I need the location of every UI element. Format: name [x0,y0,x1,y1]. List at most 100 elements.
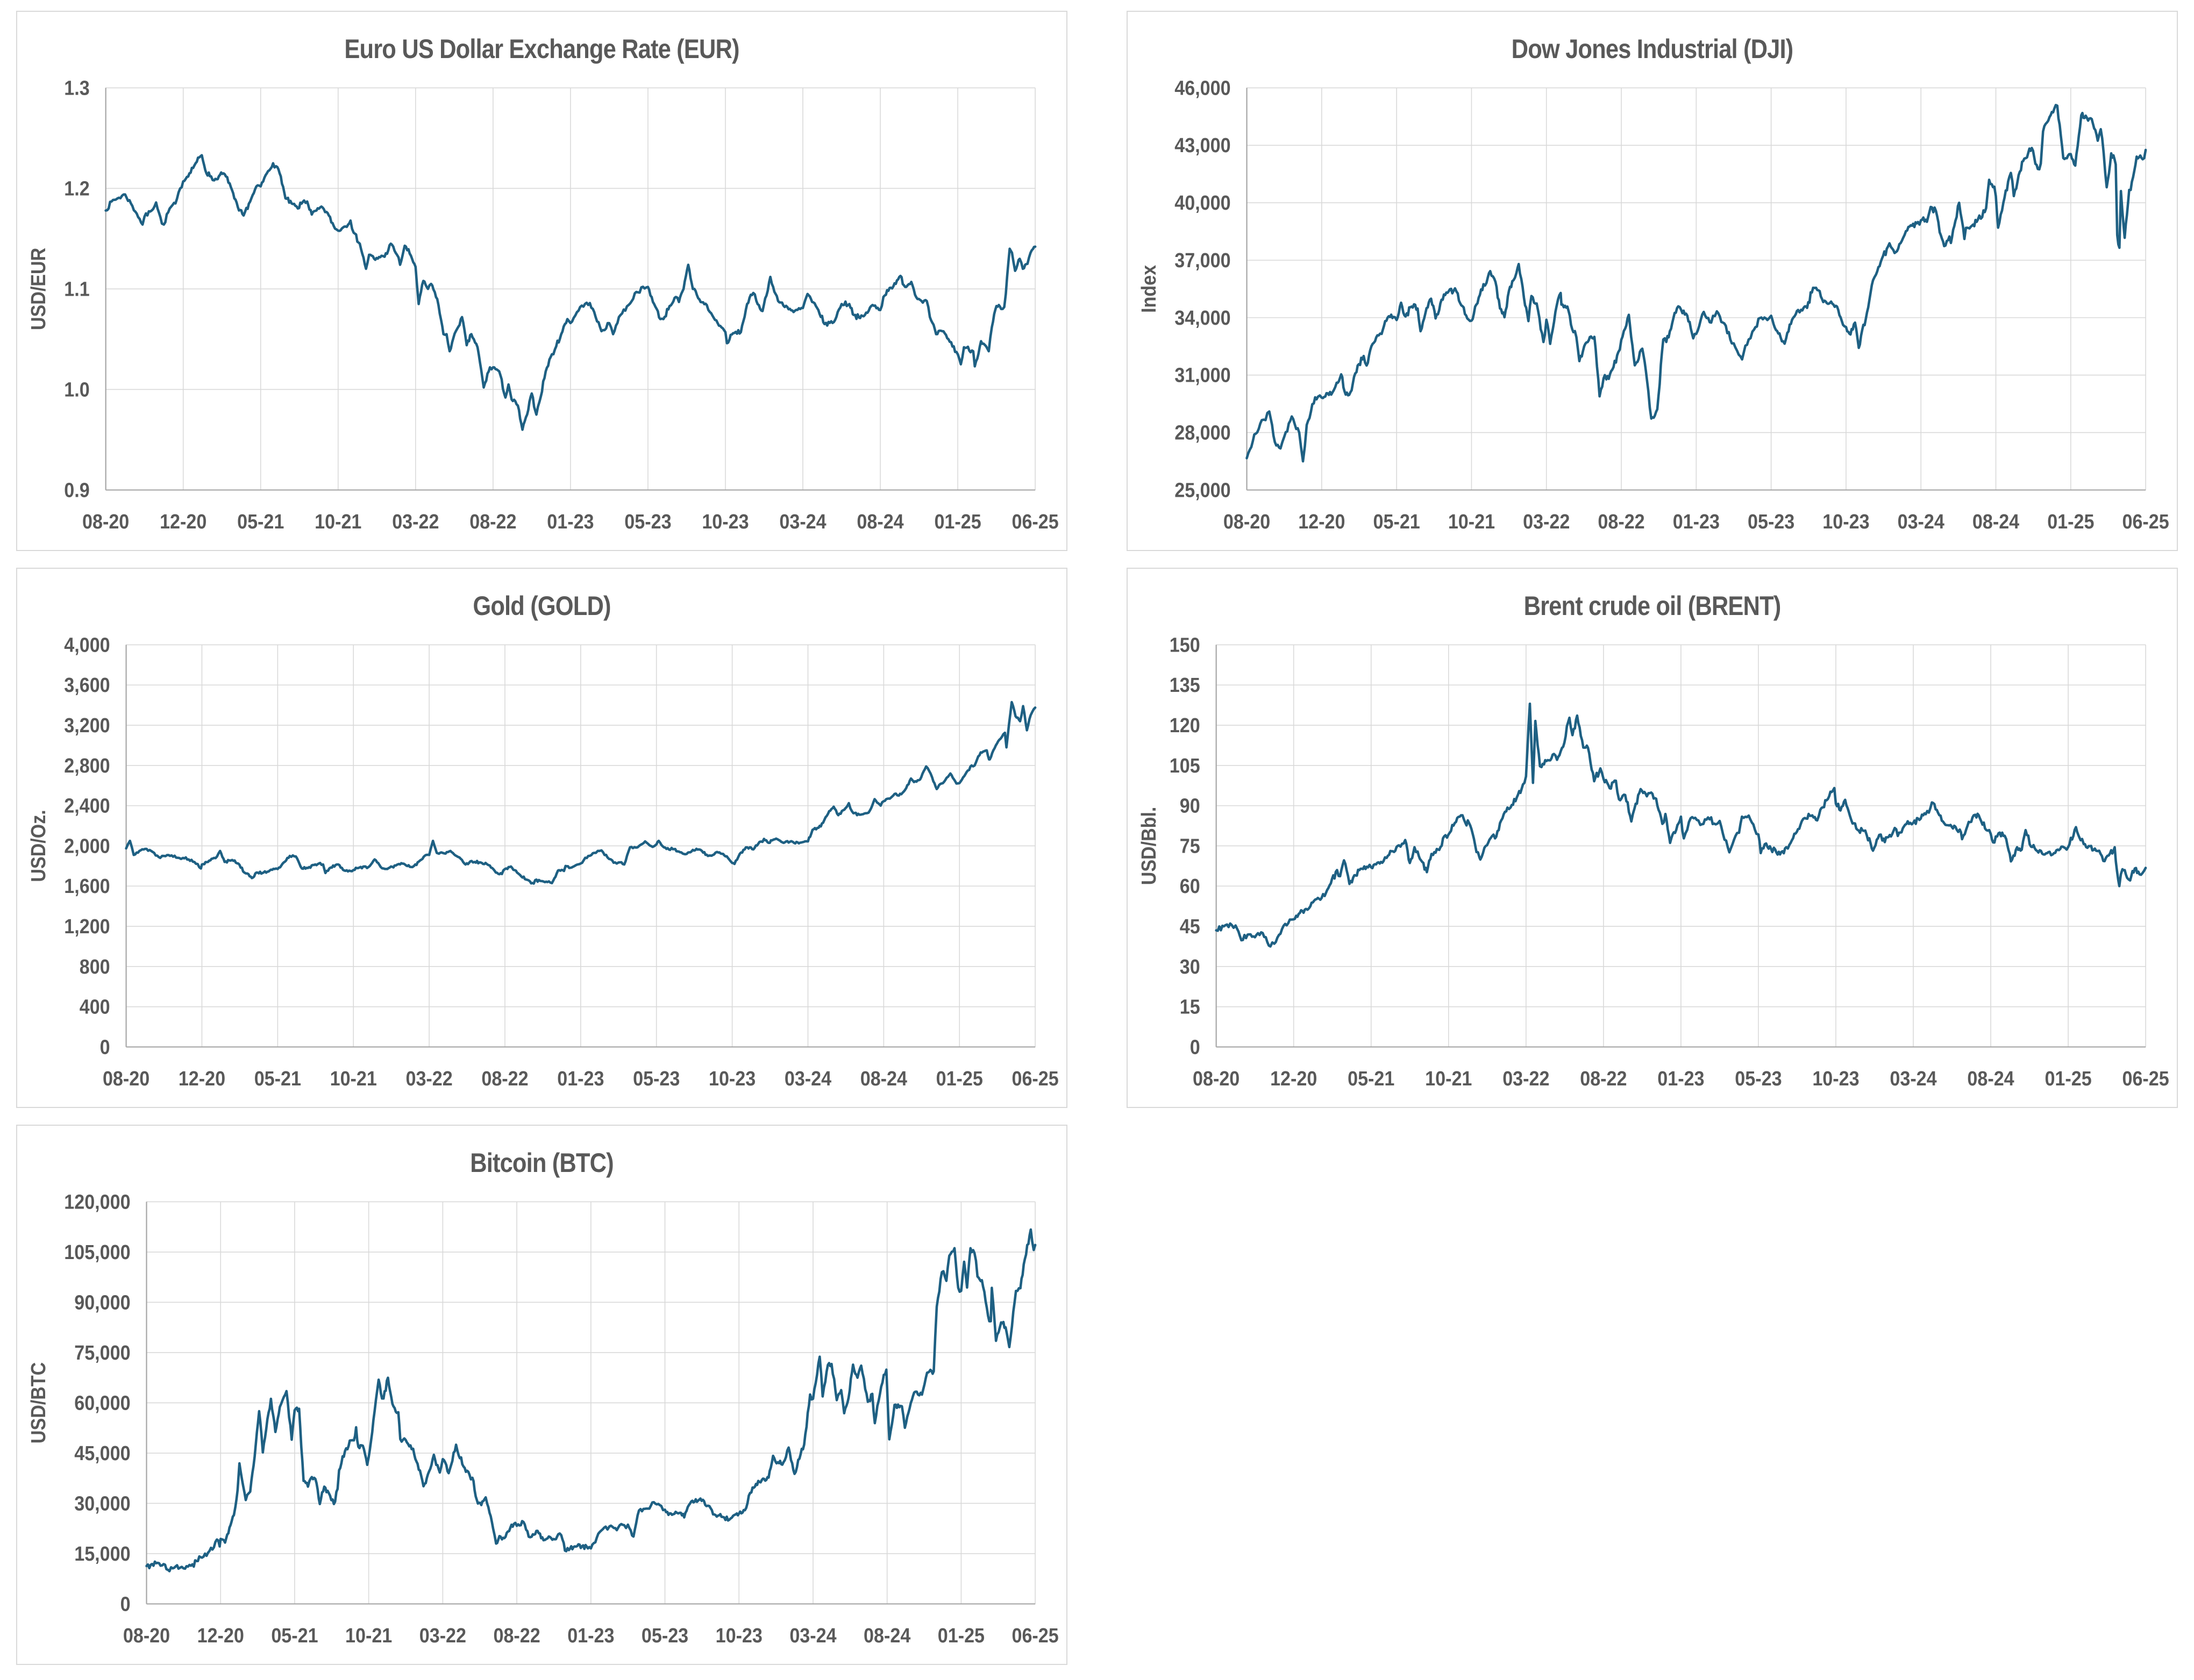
y-tick-label: 105,000 [64,1240,130,1263]
x-tick-label: 01-23 [557,1067,604,1090]
chart-plot-area-btc: 0 15,000 30,000 45,000 60,000 75,000 90,000 105… [17,1126,1066,1664]
x-tick-label: 05-21 [1373,510,1420,533]
gridlines [105,87,1036,491]
y-tick-label: 800 [80,955,110,978]
x-tick-label: 10-21 [315,510,361,533]
y-axis-title: USD/Bbl. [1137,807,1160,885]
x-tick-label: 10-21 [1448,510,1495,533]
x-tick-label: 08-22 [1598,510,1644,533]
x-tick-label: 01-23 [567,1624,614,1647]
y-tick-label: 0 [120,1592,131,1615]
y-axis-title: Index [1137,265,1160,313]
x-tick-label: 05-21 [1348,1067,1394,1090]
x-tick-label: 03-22 [405,1067,452,1090]
x-tick-label: 01-23 [547,510,594,533]
gridlines [125,644,1036,1048]
y-tick-label: 1,200 [64,914,110,938]
x-tick-label: 05-23 [633,1067,680,1090]
y-axis-title: USD/Oz. [26,810,49,882]
x-tick-label: 03-24 [779,510,826,533]
y-tick-label: 120,000 [64,1190,130,1213]
x-tick-label: 08-24 [1972,510,2019,533]
x-tick-label: 12-20 [197,1624,244,1647]
chart-plot-area-eur: 0.9 1.0 1.1 1.2 1.3 08-20 12-20 05-21 10-21 03-22… [17,12,1066,550]
x-tick-label: 08-22 [1580,1067,1627,1090]
chart-panel-btc: Bitcoin (BTC) 0 15,000 30,000 45,000 60,000 7… [16,1125,1067,1665]
x-tick-label: 01-25 [2047,510,2094,533]
x-tick-label: 06-25 [1011,510,1058,533]
chart-plot-area-dji: 25,000 28,000 31,000 34,000 37,000 40,000 43,0… [1128,12,2177,550]
x-tick-label: 01-23 [1657,1067,1704,1090]
y-tick-label: 46,000 [1174,76,1230,99]
gridlines [146,1201,1036,1605]
y-tick-label: 1.3 [64,76,89,99]
x-tick-label: 05-21 [237,510,284,533]
x-tick-label: 05-23 [624,510,671,533]
y-tick-label: 30 [1180,955,1200,978]
x-tick-label: 01-23 [1673,510,1720,533]
x-tick-label: 06-25 [1011,1067,1058,1090]
y-tick-label: 30,000 [74,1492,130,1515]
y-tick-label: 45 [1180,914,1200,938]
x-tick-label: 08-24 [860,1067,907,1090]
chart-svg: 0 400 800 1,200 1,600 2,000 2,400 2,800 3,200 3,6… [26,633,1059,1090]
y-axis-title: USD/EUR [26,248,49,330]
x-tick-label: 03-24 [789,1624,836,1647]
x-tick-label: 03-24 [1898,510,1944,533]
x-tick-label: 03-24 [1890,1067,1936,1090]
x-tick-label: 08-20 [123,1624,170,1647]
y-tick-label: 60,000 [74,1391,130,1414]
x-tick-label: 03-22 [392,510,439,533]
chart-title: Bitcoin (BTC) [470,1148,614,1178]
y-tick-label: 1.2 [64,177,89,200]
chart-title: Dow Jones Industrial (DJI) [1511,34,1793,64]
y-tick-label: 75 [1180,834,1200,857]
series-line [145,1228,1037,1572]
gridlines [1215,644,2146,1048]
x-tick-label: 08-20 [103,1067,149,1090]
y-tick-label: 15,000 [74,1542,130,1565]
x-tick-label: 10-23 [1812,1067,1859,1090]
y-tick-label: 31,000 [1174,363,1230,387]
x-tick-label: 03-22 [1523,510,1570,533]
chart-panel-eur: Euro US Dollar Exchange Rate (EUR) 0.9 1.… [16,11,1067,551]
chart-panel-dji: Dow Jones Industrial (DJI) 25,000 28,000 3… [1127,11,2178,551]
x-tick-label: 10-21 [345,1624,392,1647]
chart-svg: 0.9 1.0 1.1 1.2 1.3 08-20 12-20 05-21 10-21 03-22… [26,76,1059,533]
x-tick-label: 08-22 [493,1624,540,1647]
x-tick-label: 10-23 [702,510,749,533]
y-tick-label: 90,000 [74,1291,130,1314]
x-tick-label: 06-25 [2122,1067,2169,1090]
chart-panel-gold: Gold (GOLD) 0 400 800 1,200 1,600 2,000 2,400 2… [16,568,1067,1108]
y-tick-label: 15 [1180,995,1200,1018]
x-tick-label: 06-25 [1011,1624,1058,1647]
series-line [1245,104,2147,463]
x-tick-label: 10-21 [330,1067,377,1090]
x-tick-label: 10-23 [709,1067,756,1090]
x-tick-label: 01-25 [2045,1067,2091,1090]
chart-panel-brent: Brent crude oil (BRENT) 0 15 30 45 60 75 90 105… [1127,568,2178,1108]
x-tick-label: 12-20 [179,1067,225,1090]
chart-title: Euro US Dollar Exchange Rate (EUR) [344,34,739,64]
chart-svg: 0 15 30 45 60 75 90 105 120 135 150 08-20 12-20 05-21… [1137,633,2169,1090]
y-tick-label: 135 [1170,674,1200,697]
x-tick-label: 06-25 [2122,510,2169,533]
x-tick-label: 05-23 [1735,1067,1782,1090]
y-tick-label: 1.1 [64,277,89,301]
y-tick-label: 25,000 [1174,478,1230,502]
y-tick-label: 28,000 [1174,421,1230,444]
y-tick-label: 2,000 [64,834,110,857]
series-line [125,700,1037,885]
x-tick-label: 08-22 [481,1067,528,1090]
x-tick-label: 10-21 [1425,1067,1472,1090]
x-tick-label: 10-23 [1822,510,1869,533]
y-tick-label: 90 [1180,794,1200,817]
x-tick-label: 12-20 [1298,510,1345,533]
y-tick-label: 43,000 [1174,134,1230,157]
x-tick-label: 05-21 [254,1067,301,1090]
y-tick-label: 3,200 [64,713,110,737]
y-tick-label: 0.9 [64,478,89,502]
y-tick-label: 105 [1170,754,1200,777]
y-tick-label: 150 [1170,633,1200,656]
